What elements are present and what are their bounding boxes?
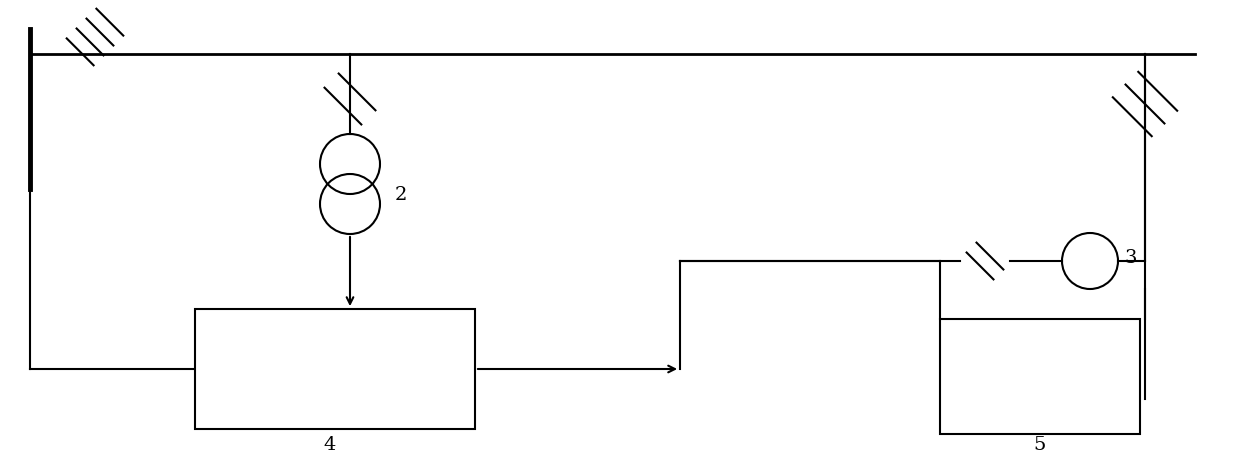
Bar <box>195 309 475 429</box>
Text: 2: 2 <box>396 186 408 203</box>
Text: 4: 4 <box>324 435 336 453</box>
Text: 5: 5 <box>1034 435 1047 453</box>
Bar <box>940 319 1140 434</box>
Text: 3: 3 <box>1125 248 1137 267</box>
